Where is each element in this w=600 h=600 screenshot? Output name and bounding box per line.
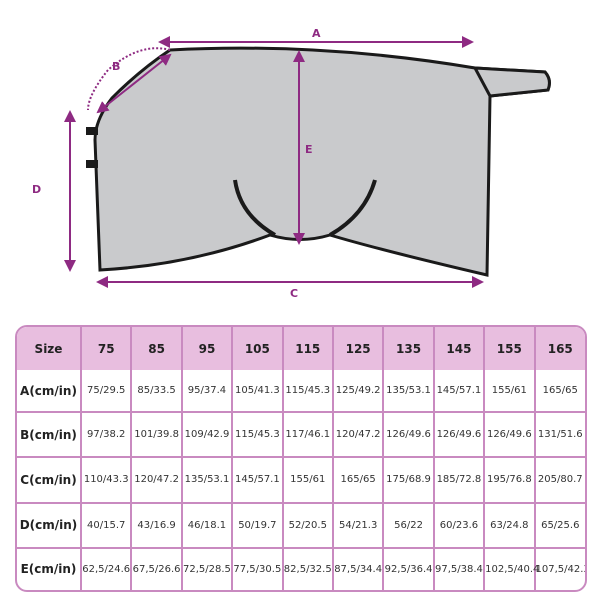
table-cell: 63/24.8	[483, 501, 536, 549]
size-header: 85	[130, 327, 183, 370]
table-cell: 145/57.1	[432, 370, 486, 414]
table-cell: 205/80.7	[533, 456, 585, 504]
table-cell: 62,5/24.6	[79, 546, 133, 590]
table-cell: 43/16.9	[130, 501, 183, 549]
table-row: D(cm/in) 40/15.7 43/16.9 46/18.1 50/19.7 52/2…	[17, 501, 585, 549]
table-cell: 120/47.2	[130, 456, 183, 504]
table-cell: 107,5/42.3	[533, 546, 585, 590]
dimension-b-dotted	[87, 47, 171, 111]
table-cell: 97/38.2	[79, 411, 133, 459]
table-cell: 185/72.8	[432, 456, 486, 504]
table-cell: 110/43.3	[79, 456, 133, 504]
size-header: 155	[483, 327, 536, 370]
table-cell: 87,5/34.4	[331, 546, 385, 590]
table-cell: 126/49.6	[483, 411, 536, 459]
dimension-b	[96, 53, 172, 114]
table-cell: 77,5/30.5	[231, 546, 284, 590]
table-cell: 75/29.5	[79, 370, 133, 414]
header-row: Size 75 85 95 105 115 125 135 145 155 165	[17, 327, 585, 370]
table-cell: 52/20.5	[281, 501, 334, 549]
table-row: C(cm/in) 110/43.3 120/47.2 135/53.1 145/57.1…	[17, 456, 585, 504]
size-label: Size	[17, 327, 82, 370]
size-header: 75	[79, 327, 133, 370]
table-cell: 109/42.9	[180, 411, 234, 459]
table-cell: 105/41.3	[231, 370, 284, 414]
table-cell: 120/47.2	[331, 411, 385, 459]
table-cell: 97,5/38.4	[432, 546, 486, 590]
row-label: D(cm/in)	[17, 501, 82, 549]
table-cell: 115/45.3	[231, 411, 284, 459]
label-a: A	[312, 27, 321, 40]
table-cell: 155/61	[281, 456, 334, 504]
table-cell: 165/65	[331, 456, 385, 504]
blanket-diagram	[64, 36, 551, 288]
table-cell: 115/45.3	[281, 370, 334, 414]
table-cell: 135/53.1	[382, 370, 435, 414]
table-cell: 126/49.6	[382, 411, 435, 459]
label-e: E	[305, 143, 313, 156]
table-cell: 155/61	[483, 370, 536, 414]
table-row: E(cm/in) 62,5/24.6 67,5/26.6 72,5/28.5 77,5/…	[17, 546, 585, 590]
size-table: Size 75 85 95 105 115 125 135 145 155 165 A(cm/in)…	[15, 325, 587, 592]
table-cell: 40/15.7	[79, 501, 133, 549]
strap-left	[233, 179, 276, 237]
table-cell: 82,5/32.5	[281, 546, 334, 590]
tail-flap	[472, 66, 551, 98]
chest-buckle-top	[86, 127, 98, 135]
table-cell: 92,5/36.4	[382, 546, 435, 590]
table-cell: 165/65	[533, 370, 585, 414]
size-header: 145	[432, 327, 486, 370]
table-cell: 85/33.5	[130, 370, 183, 414]
table-cell: 102,5/40.4	[483, 546, 539, 590]
table-cell: 65/25.6	[533, 501, 585, 549]
table-cell: 195/76.8	[483, 456, 536, 504]
table-cell: 95/37.4	[180, 370, 234, 414]
table-cell: 126/49.6	[432, 411, 486, 459]
row-label: C(cm/in)	[17, 456, 82, 504]
table-cell: 60/23.6	[432, 501, 486, 549]
table-cell: 175/68.9	[382, 456, 435, 504]
row-label: B(cm/in)	[17, 411, 82, 459]
table-cell: 72,5/28.5	[180, 546, 234, 590]
label-b: B	[112, 60, 121, 73]
table-row: B(cm/in) 97/38.2 101/39.8 109/42.9 115/45.3 1…	[17, 411, 585, 459]
size-header: 115	[281, 327, 334, 370]
table-row: A(cm/in) 75/29.5 85/33.5 95/37.4 105/41.3 115…	[17, 370, 585, 414]
table-cell: 46/18.1	[180, 501, 234, 549]
label-c: C	[290, 287, 299, 300]
size-header: 165	[533, 327, 585, 370]
size-header: 135	[382, 327, 435, 370]
table-cell: 135/53.1	[180, 456, 234, 504]
chest-buckle-bottom	[86, 160, 98, 168]
table-cell: 131/51.6	[533, 411, 585, 459]
size-header: 105	[231, 327, 284, 370]
table-cell: 117/46.1	[281, 411, 334, 459]
table-cell: 67,5/26.6	[130, 546, 183, 590]
size-header: 125	[331, 327, 385, 370]
row-label: E(cm/in)	[17, 546, 82, 590]
label-d: D	[32, 183, 42, 196]
table-cell: 145/57.1	[231, 456, 284, 504]
table-cell: 50/19.7	[231, 501, 284, 549]
strap-right	[329, 179, 377, 237]
table-cell: 56/22	[382, 501, 435, 549]
table-cell: 54/21.3	[331, 501, 385, 549]
size-header: 95	[180, 327, 234, 370]
table-cell: 125/49.2	[331, 370, 385, 414]
table-cell: 101/39.8	[130, 411, 183, 459]
row-label: A(cm/in)	[17, 370, 82, 414]
